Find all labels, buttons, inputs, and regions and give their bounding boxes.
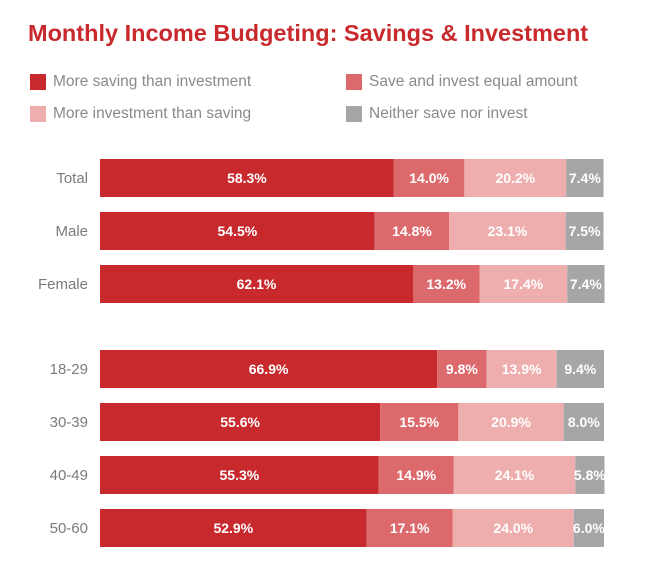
bar-segment — [100, 265, 413, 303]
data-label: 7.5% — [569, 223, 601, 239]
data-label: 66.9% — [249, 361, 289, 377]
data-label: 17.4% — [504, 276, 544, 292]
data-label: 6.0% — [573, 520, 605, 536]
bar-segment — [566, 159, 604, 197]
bar-segment — [453, 456, 576, 494]
bar-segment — [378, 456, 454, 494]
data-label: 62.1% — [237, 276, 277, 292]
data-label: 13.9% — [502, 361, 542, 377]
bar-segment — [575, 456, 605, 494]
legend-item-4: Neither save nor invest — [346, 104, 528, 124]
data-label: 15.5% — [399, 414, 439, 430]
chart-title: Monthly Income Budgeting: Savings & Inve… — [28, 20, 589, 46]
category-label: Male — [55, 223, 88, 240]
data-label: 17.1% — [390, 520, 430, 536]
bar-segment — [100, 509, 367, 547]
data-label: 7.4% — [570, 276, 602, 292]
category-label: Total — [56, 170, 88, 187]
data-label: 58.3% — [227, 170, 267, 186]
bar-segment — [100, 403, 381, 441]
data-label: 23.1% — [488, 223, 528, 239]
bar-segment — [100, 350, 438, 388]
bar-segment — [393, 159, 465, 197]
bar-segment — [556, 350, 604, 388]
bar-segment — [464, 159, 567, 197]
bar-segment — [100, 456, 379, 494]
data-label: 20.2% — [495, 170, 535, 186]
bar-segment — [486, 350, 557, 388]
bar-segment — [449, 212, 566, 250]
category-label: 40-49 — [50, 467, 88, 484]
legend-item-1: More saving than investment — [30, 72, 251, 92]
bar-segment — [573, 509, 604, 547]
category-label: 18-29 — [50, 361, 88, 378]
legend-item-2: Save and invest equal amount — [346, 72, 578, 92]
legend-swatch — [30, 74, 46, 90]
data-label: 5.8% — [574, 467, 606, 483]
data-label: 9.4% — [564, 361, 596, 377]
data-label: 14.0% — [409, 170, 449, 186]
legend-label: Neither save nor invest — [369, 105, 528, 122]
bar-segment — [567, 265, 605, 303]
data-label: 13.2% — [426, 276, 466, 292]
bar-segment — [437, 350, 487, 388]
data-label: 55.3% — [220, 467, 260, 483]
data-label: 24.0% — [493, 520, 533, 536]
legend-label: More investment than saving — [53, 105, 252, 122]
category-label: 50-60 — [50, 520, 88, 537]
bar-segment — [380, 403, 459, 441]
bar-segment — [565, 212, 604, 250]
data-label: 14.8% — [392, 223, 432, 239]
legend-item-3: More investment than saving — [30, 104, 251, 124]
legend-swatch — [346, 106, 362, 122]
data-label: 9.8% — [446, 361, 478, 377]
legend-label: Save and invest equal amount — [369, 73, 578, 90]
bar-segment — [412, 265, 480, 303]
legend-swatch — [30, 106, 46, 122]
bar-segment — [374, 212, 450, 250]
bar-segment — [100, 159, 394, 197]
data-label: 8.0% — [568, 414, 600, 430]
bar-segment — [563, 403, 604, 441]
legend-label: More saving than investment — [53, 73, 252, 90]
data-label: 55.6% — [220, 414, 260, 430]
data-label: 7.4% — [569, 170, 601, 186]
data-label: 14.9% — [396, 467, 436, 483]
category-label: 30-39 — [50, 414, 88, 431]
bar-segment — [458, 403, 564, 441]
bar-segment — [452, 509, 574, 547]
legend-swatch — [346, 74, 362, 90]
bar-segment — [479, 265, 568, 303]
data-label: 52.9% — [213, 520, 253, 536]
bar-segment — [366, 509, 453, 547]
category-label: Female — [38, 276, 88, 293]
bar-segment — [100, 212, 375, 250]
data-label: 20.9% — [491, 414, 531, 430]
data-label: 24.1% — [495, 467, 535, 483]
data-label: 54.5% — [217, 223, 257, 239]
